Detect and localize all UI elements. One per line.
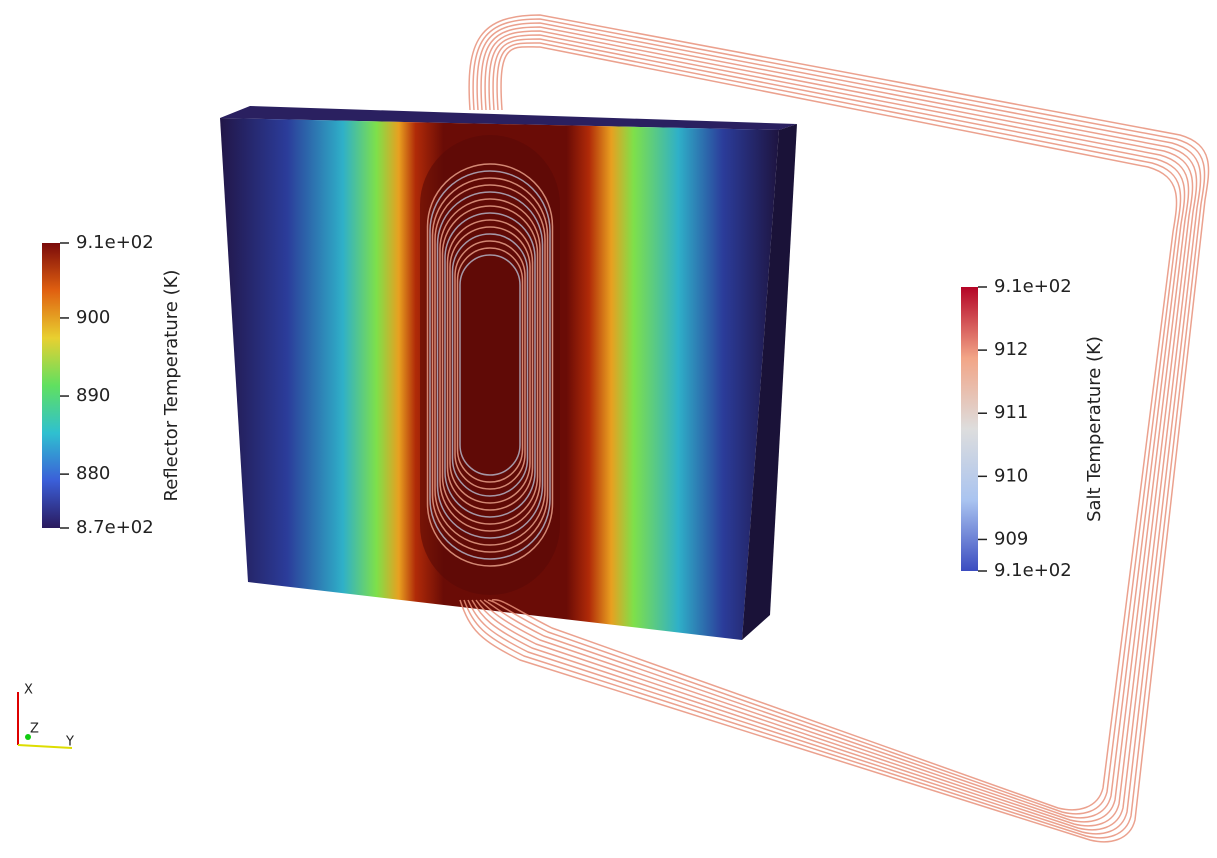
orientation-axes: X Y Z <box>18 683 74 750</box>
colorbar-title: Reflector Temperature (K) <box>161 270 182 502</box>
colorbar-ramp <box>961 287 978 571</box>
colorbar-ramp <box>42 243 60 528</box>
colorbar-tick-label: 9.1e+02 <box>994 560 1072 581</box>
render-view: X Y Z 9.1e+02 900 890 880 8.7e+02 Reflector T… <box>0 0 1217 858</box>
colorbar-tick-label: 909 <box>994 528 1028 549</box>
colorbar-tick-label: 910 <box>994 465 1028 486</box>
axis-z-label: Z <box>30 722 39 737</box>
colorbar-tick-label: 880 <box>76 463 110 484</box>
colorbar-title: Salt Temperature (K) <box>1084 336 1105 522</box>
colorbar-tick-label: 911 <box>994 402 1028 423</box>
colorbar-tick-label: 9.1e+02 <box>994 276 1072 297</box>
colorbar-tick-label: 8.7e+02 <box>76 517 154 538</box>
reflector-block <box>220 106 797 640</box>
colorbar: 9.1e+02 912 911 910 909 9.1e+02 Salt Temperatu… <box>961 276 1105 581</box>
colorbar-tick-label: 9.1e+02 <box>76 232 154 253</box>
colorbar: 9.1e+02 900 890 880 8.7e+02 Reflector Tempera… <box>42 232 182 538</box>
colorbar-tick-label: 890 <box>76 385 110 406</box>
colorbar-tick-label: 912 <box>994 339 1028 360</box>
axis-x-label: X <box>24 683 33 698</box>
axis-y-label: Y <box>65 735 74 750</box>
colorbar-tick-label: 900 <box>76 307 110 328</box>
